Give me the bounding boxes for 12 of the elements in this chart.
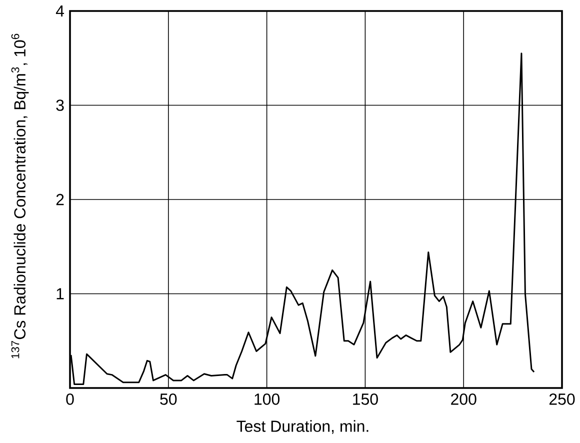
y-axis-title: $^{137}$Cs Radionuclide Concentration, Bq/m$^{3}$, 10$^{6}$ [11,34,29,358]
y-tick-label: 1 [56,288,64,300]
y-tick-label: 3 [56,100,64,111]
x-tick-label: 100 [254,394,280,405]
x-tick-label: 150 [353,394,378,405]
x-tick-label: 200 [451,394,476,405]
y-tick-label: 2 [56,194,64,206]
x-tick-label: 50 [160,394,177,405]
x-tick-label: 0 [66,394,74,405]
x-tick-label: 250 [549,394,575,405]
x-axis-title: Test Duration, min. [236,420,368,434]
y-tick-label: 4 [56,5,64,16]
